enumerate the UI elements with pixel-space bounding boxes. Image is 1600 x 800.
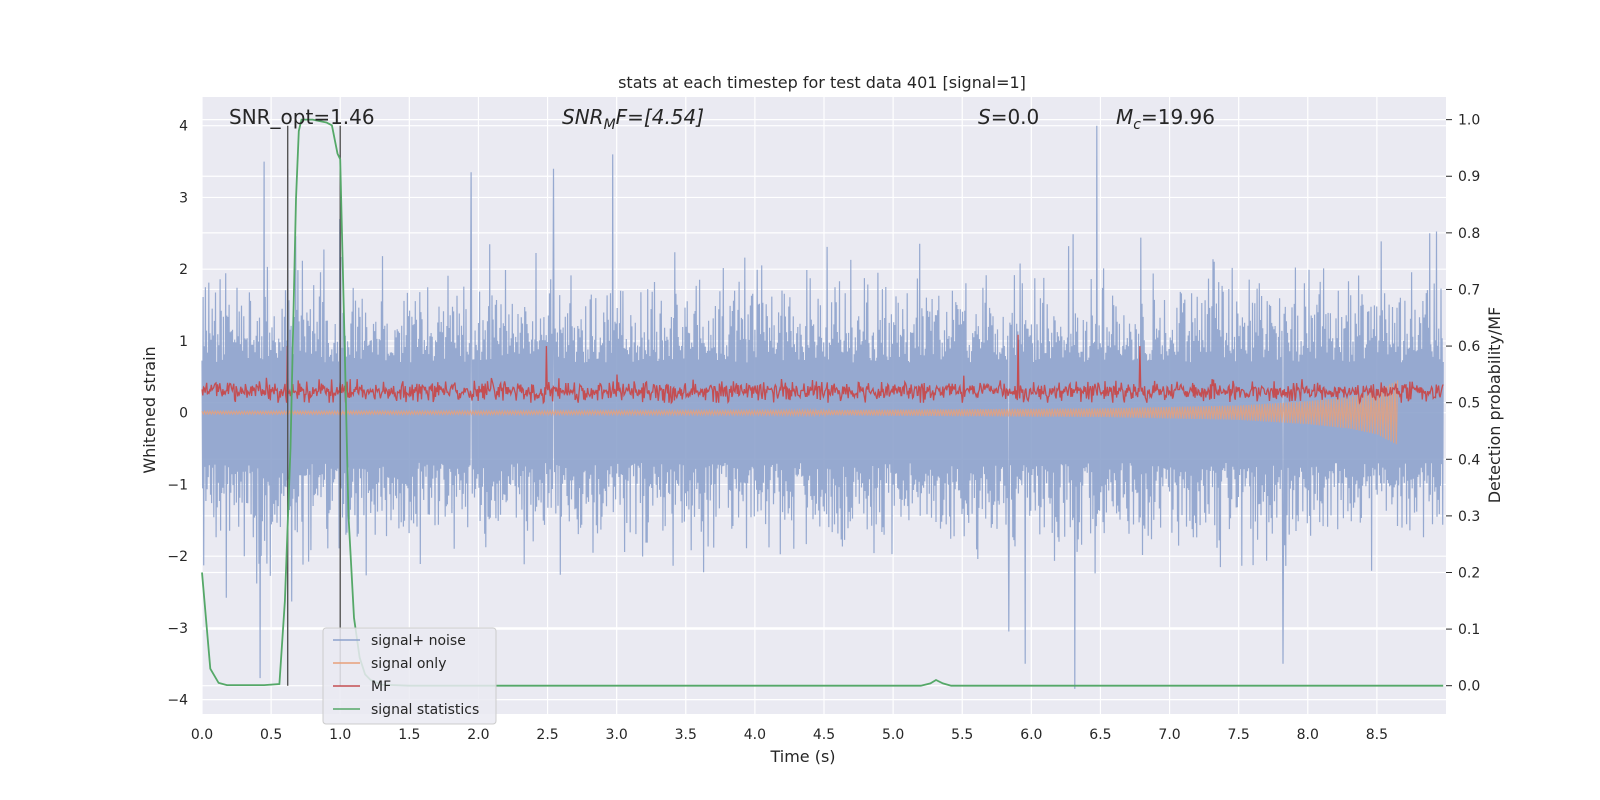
y-left-tick-label: 3 xyxy=(179,190,188,206)
y-axis-right-label: Detection probability/MF xyxy=(1485,307,1504,504)
x-tick-label: 6.5 xyxy=(1089,727,1111,743)
series-signal-only-line xyxy=(201,380,1399,445)
annotation-s-symbol: S xyxy=(978,105,991,129)
x-tick-label: 8.5 xyxy=(1366,727,1388,743)
y-left-tick-label: −1 xyxy=(167,477,188,493)
legend: signal+ noise signal only MF signal stat… xyxy=(322,627,497,725)
y-axis-left-label: Whitened strain xyxy=(140,346,159,473)
y-right-tick-label: 0.2 xyxy=(1458,565,1480,581)
y-right-tick-label: 0.5 xyxy=(1458,396,1480,412)
legend-label-signal-only: signal only xyxy=(371,656,446,672)
y-right-tick-label: 0.9 xyxy=(1458,169,1480,185)
annotation-snr-mf-value: F=[4.54] xyxy=(616,105,704,129)
x-tick-label: 2.0 xyxy=(467,727,489,743)
x-tick-label: 4.5 xyxy=(813,727,835,743)
y-left-tick-label: −2 xyxy=(167,549,188,565)
annotation-mc-subscript: c xyxy=(1133,117,1141,133)
y-right-tick-label: 0.0 xyxy=(1458,679,1480,695)
x-axis-label: Time (s) xyxy=(769,747,835,766)
y-left-tick-label: 1 xyxy=(179,334,188,350)
annotation-s: S=0.0 xyxy=(978,105,1039,129)
x-tick-label: 7.5 xyxy=(1228,727,1250,743)
x-tick-label: 3.0 xyxy=(606,727,628,743)
x-tick-label: 0.5 xyxy=(260,727,282,743)
y-left-tick-label: −3 xyxy=(167,621,188,637)
x-tick-label: 5.0 xyxy=(882,727,904,743)
x-tick-label: 8.0 xyxy=(1297,727,1319,743)
x-tick-label: 1.0 xyxy=(329,727,351,743)
x-tick-label: 5.5 xyxy=(951,727,973,743)
legend-frame xyxy=(322,627,497,725)
annotation-snr-mf-subscript: M xyxy=(604,117,616,133)
annotation-mc-symbol: M xyxy=(1116,105,1133,129)
x-tick-label: 2.5 xyxy=(536,727,558,743)
x-tick-label: 3.5 xyxy=(675,727,697,743)
legend-label-signal-statistics: signal statistics xyxy=(371,702,479,718)
annotation-mc: Mc=19.96 xyxy=(1116,105,1215,133)
x-tick-label: 0.0 xyxy=(191,727,213,743)
y-right-tick-label: 0.3 xyxy=(1458,509,1480,525)
y-right-tick-label: 0.7 xyxy=(1458,282,1480,298)
annotation-snr-mf-main: SNR xyxy=(562,105,604,129)
x-tick-label: 4.0 xyxy=(744,727,766,743)
legend-label-mf: MF xyxy=(371,679,391,695)
x-tick-label: 7.0 xyxy=(1158,727,1180,743)
y-left-tick-label: 4 xyxy=(179,119,188,135)
y-left-tick-label: 2 xyxy=(179,262,188,278)
y-right-tick-label: 1.0 xyxy=(1458,113,1480,129)
y-left-tick-label: −4 xyxy=(167,693,188,709)
y-left-tick-label: 0 xyxy=(179,406,188,422)
x-tick-label: 6.0 xyxy=(1020,727,1042,743)
series-signal-statistics-line xyxy=(201,118,1444,687)
annotation-snr-mf: SNRMF=[4.54] xyxy=(562,105,704,133)
y-right-tick-label: 0.6 xyxy=(1458,339,1480,355)
y-right-tick-label: 0.8 xyxy=(1458,226,1480,242)
annotation-s-value: =0.0 xyxy=(991,105,1040,129)
chart-title: stats at each timestep for test data 401… xyxy=(618,73,1026,92)
series-mf-line xyxy=(201,334,1444,405)
series-signal-noise-line xyxy=(201,125,1444,689)
x-tick-label: 1.5 xyxy=(398,727,420,743)
annotation-mc-value: =19.96 xyxy=(1141,105,1215,129)
y-right-tick-label: 0.1 xyxy=(1458,622,1480,638)
annotation-snr-opt: SNR_opt=1.46 xyxy=(229,105,375,129)
y-right-tick-label: 0.4 xyxy=(1458,452,1480,468)
legend-label-signal-noise: signal+ noise xyxy=(371,633,466,649)
